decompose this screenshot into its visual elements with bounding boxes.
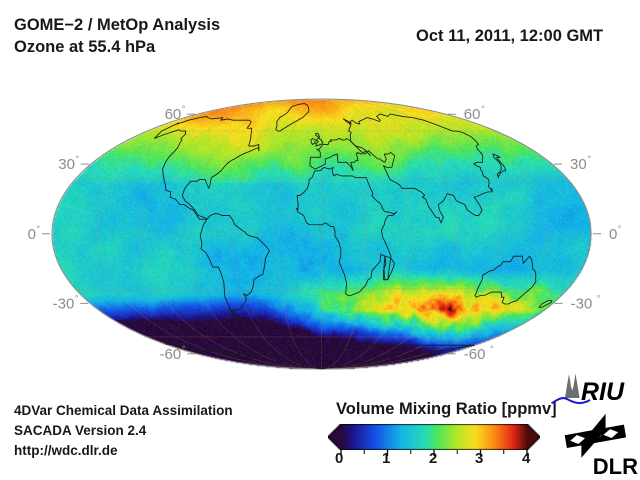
svg-text:°: °	[75, 293, 79, 303]
svg-text:°: °	[618, 224, 622, 234]
svg-text:°: °	[481, 104, 485, 114]
svg-text:°: °	[75, 154, 79, 164]
svg-text:-60: -60	[464, 346, 486, 363]
svg-text:DLR: DLR	[593, 454, 638, 479]
svg-text:°: °	[490, 344, 494, 354]
svg-text:-30: -30	[53, 295, 75, 312]
svg-text:60: 60	[464, 106, 481, 123]
svg-text:°: °	[182, 344, 186, 354]
svg-text:30: 30	[570, 156, 587, 173]
svg-text:°: °	[587, 154, 591, 164]
svg-text:-30: -30	[571, 295, 593, 312]
svg-text:°: °	[597, 293, 601, 303]
svg-text:°: °	[37, 224, 41, 234]
svg-text:0: 0	[28, 226, 36, 243]
svg-text:RIU: RIU	[581, 378, 625, 406]
svg-text:60: 60	[165, 106, 182, 123]
svg-text:-60: -60	[160, 346, 182, 363]
svg-text:°: °	[182, 104, 186, 114]
svg-text:0: 0	[609, 226, 617, 243]
svg-text:30: 30	[58, 156, 75, 173]
